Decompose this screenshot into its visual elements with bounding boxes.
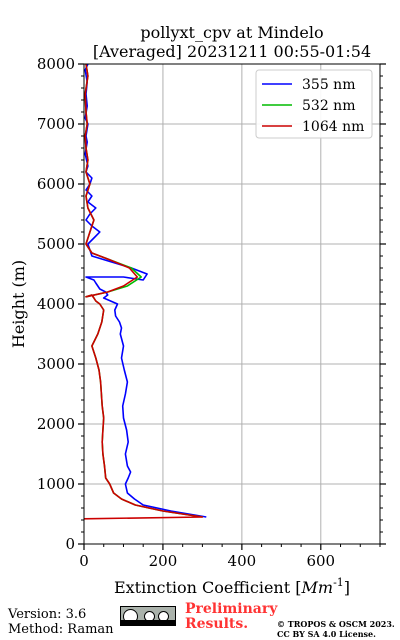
preliminary-results-note: Preliminary Results.: [185, 601, 278, 632]
y-tick-label: 5000: [37, 235, 75, 253]
legend: 355 nm 532 nm 1064 nm: [255, 69, 373, 139]
chart-title-line-2: [Averaged] 20231211 00:55-01:54: [93, 42, 371, 61]
y-axis-label: Height (m): [9, 260, 28, 348]
x-tick-label: 0: [79, 552, 89, 570]
series-lines: [83, 63, 207, 520]
version-text: Version: 3.6: [8, 607, 87, 622]
legend-label: 532 nm: [302, 98, 355, 114]
legend-label: 355 nm: [302, 77, 355, 93]
extinction-profile-chart: pollyxt_cpv at Mindelo [Averaged] 202312…: [9, 23, 386, 597]
cc-license-icon: [120, 606, 176, 626]
copyright-note: © TROPOS & OSCM 2023. CC BY SA 4.0 Licen…: [277, 619, 395, 639]
y-tick-label: 3000: [37, 355, 75, 373]
x-axis-label: Extinction Coefficient [Mm-1]: [114, 576, 350, 597]
y-tick-label: 8000: [37, 55, 75, 73]
y-tick-label: 6000: [37, 175, 75, 193]
legend-label: 1064 nm: [302, 119, 364, 135]
legend-box: [255, 69, 373, 139]
tick-labels: 0 200 400 600010002000300040005000600070008…: [37, 55, 335, 570]
x-tick-label: 400: [228, 552, 257, 570]
chart-title-line-1: pollyxt_cpv at Mindelo: [140, 23, 323, 42]
x-tick-label: 600: [306, 552, 335, 570]
y-tick-label: 0: [65, 535, 75, 553]
y-tick-label: 4000: [37, 295, 75, 313]
x-tick-label: 200: [149, 552, 178, 570]
y-tick-label: 7000: [37, 115, 75, 133]
series-line-1064-nm: [83, 63, 204, 520]
y-tick-label: 2000: [37, 415, 75, 433]
method-text: Method: Raman: [8, 622, 114, 637]
y-tick-label: 1000: [37, 475, 75, 493]
axis-ticks: [78, 63, 386, 550]
